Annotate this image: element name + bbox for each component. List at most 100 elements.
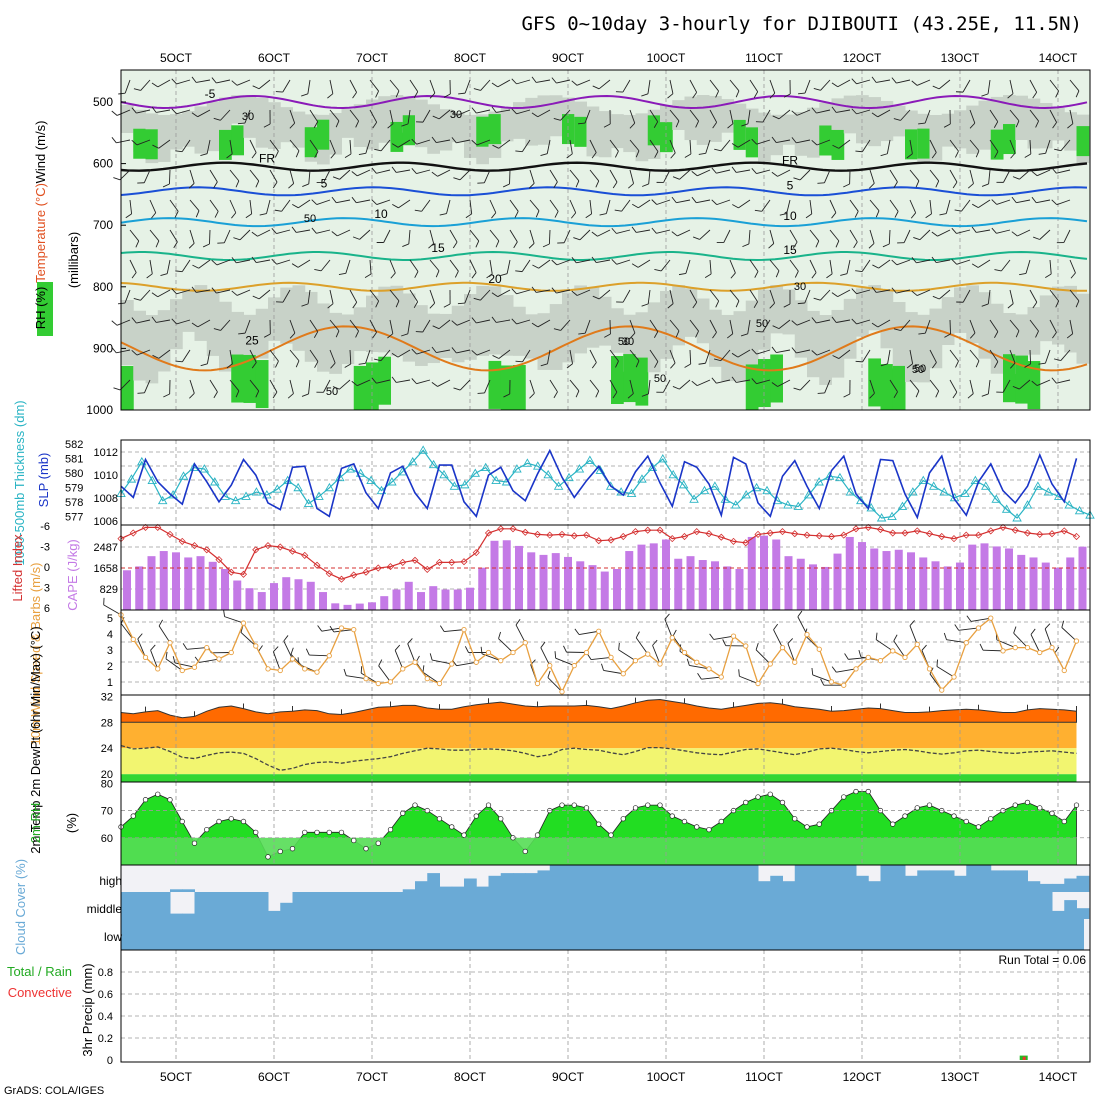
rh2m-point bbox=[571, 802, 577, 808]
wind-barb-flag bbox=[551, 77, 557, 84]
wind-barb bbox=[987, 79, 991, 94]
cloud-high-cell bbox=[758, 881, 771, 892]
rh-shade-low bbox=[917, 314, 930, 383]
wind-speed-point bbox=[706, 666, 712, 672]
rh2m-unit-label: (%) bbox=[64, 813, 79, 833]
wind-barb-flag bbox=[791, 320, 798, 326]
wind-barb-flag bbox=[1031, 170, 1038, 177]
day-label-top: 6OCT bbox=[258, 51, 291, 65]
wind-barb-flag bbox=[355, 120, 360, 128]
surface-wind-barb-flag bbox=[811, 667, 814, 676]
wind-barb bbox=[956, 229, 971, 234]
rh-shade-low bbox=[206, 290, 220, 356]
wind-barb-flag bbox=[955, 360, 959, 368]
thickness-point bbox=[981, 481, 991, 490]
wind-barb bbox=[989, 139, 999, 152]
day-label-bottom: 5OCT bbox=[160, 1070, 193, 1084]
wind-barb bbox=[298, 199, 311, 209]
wind-barb-flag bbox=[851, 288, 857, 295]
rh-shade-low bbox=[794, 300, 808, 358]
thickness-point bbox=[251, 487, 262, 496]
wind-speed-point bbox=[436, 680, 443, 687]
wind-barb-flag bbox=[471, 317, 477, 324]
wind-barb bbox=[978, 199, 991, 209]
wind-barb bbox=[1003, 169, 1011, 183]
wind-barb bbox=[281, 199, 291, 212]
rh2m-point bbox=[363, 846, 369, 852]
wind-barb bbox=[356, 199, 371, 204]
wind-speed-point bbox=[853, 666, 859, 672]
wind-barb-flag bbox=[332, 176, 340, 180]
lifted-index-point bbox=[313, 561, 321, 569]
thickness-point bbox=[470, 468, 481, 477]
surface-wind-barb-flag bbox=[929, 667, 934, 675]
wind-barb-flag bbox=[651, 199, 658, 205]
wind-barb-flag bbox=[832, 355, 840, 359]
wind-barb bbox=[749, 259, 759, 272]
wind-barb-flag bbox=[391, 376, 397, 383]
wind-barb-flag bbox=[612, 391, 618, 399]
wind-barb bbox=[345, 259, 351, 274]
surface-wind-barb-flag bbox=[1061, 620, 1065, 628]
cape-bar bbox=[649, 543, 658, 610]
wind-barb-flag bbox=[843, 183, 850, 188]
rh-shade-low bbox=[905, 312, 918, 383]
wind-barb-flag bbox=[251, 256, 257, 263]
wind-barb bbox=[637, 259, 651, 268]
wind-barb bbox=[962, 289, 971, 303]
wind-barb-flag bbox=[667, 93, 674, 99]
wind-barb bbox=[496, 109, 511, 113]
wind-barb-flag bbox=[1045, 273, 1052, 279]
wind-barb-flag bbox=[429, 302, 435, 309]
wind-barb-flag bbox=[855, 150, 863, 153]
wind-barb-flag bbox=[411, 168, 417, 174]
wind-barb-flag bbox=[155, 240, 160, 248]
rh-shade-low bbox=[255, 308, 269, 359]
wind-speed-point bbox=[755, 680, 761, 687]
cloud-middle-cell bbox=[562, 892, 575, 919]
wind-barb-flag bbox=[831, 212, 837, 219]
wind-barb bbox=[877, 109, 891, 118]
wind-barb-flag bbox=[554, 211, 559, 218]
wind-barb bbox=[220, 319, 231, 331]
wind-barb-flag bbox=[553, 118, 561, 121]
wind-barb bbox=[157, 289, 171, 298]
temp-tick: 20 bbox=[101, 769, 113, 781]
wind-speed-point bbox=[792, 659, 798, 665]
rh-contour-label: 50 bbox=[618, 336, 630, 348]
wind-barb bbox=[1069, 109, 1074, 124]
cloud-middle-cell bbox=[427, 892, 440, 919]
wind-speed-point bbox=[167, 640, 173, 646]
wind-barb bbox=[924, 319, 931, 334]
cloud-middle-cell bbox=[402, 892, 416, 919]
cloud-middle-cell bbox=[647, 892, 661, 919]
value-grid bbox=[121, 810, 1090, 839]
wind-barb-flag bbox=[932, 295, 940, 300]
rh2m-point bbox=[669, 813, 675, 819]
panels: 5OCT5OCT6OCT6OCT7OCT7OCT8OCT8OCT9OCT9OCT… bbox=[7, 51, 1095, 1084]
wind-barb bbox=[158, 139, 171, 149]
legend-total-rain: Total / Rain bbox=[7, 964, 72, 979]
wind-barb-flag bbox=[1032, 301, 1038, 309]
cloud-middle-cell bbox=[586, 892, 600, 919]
wind-barb-flag bbox=[432, 325, 440, 330]
cloud-middle-cell bbox=[856, 892, 869, 919]
surface-wind-barb-flag bbox=[317, 625, 323, 632]
rh2m-point bbox=[142, 797, 149, 803]
cape-bar bbox=[441, 589, 450, 610]
wind-barb bbox=[339, 379, 351, 390]
wind-speed-point bbox=[877, 658, 884, 664]
wind-barb bbox=[837, 79, 851, 88]
wind-barb bbox=[323, 169, 331, 183]
wind-barb-flag bbox=[491, 106, 497, 113]
wind-barb-flag bbox=[288, 183, 294, 189]
surface-wind-barb bbox=[272, 651, 281, 671]
wind-barb-flag bbox=[272, 391, 278, 399]
day-label-bottom: 10OCT bbox=[647, 1070, 686, 1084]
lifted-index-point bbox=[766, 529, 774, 537]
wind-barb-flag bbox=[715, 300, 720, 308]
wind-barb bbox=[1029, 139, 1032, 155]
surface-wind-barb bbox=[240, 632, 257, 647]
wind-barb bbox=[622, 79, 631, 93]
rh2m-point bbox=[755, 794, 761, 800]
